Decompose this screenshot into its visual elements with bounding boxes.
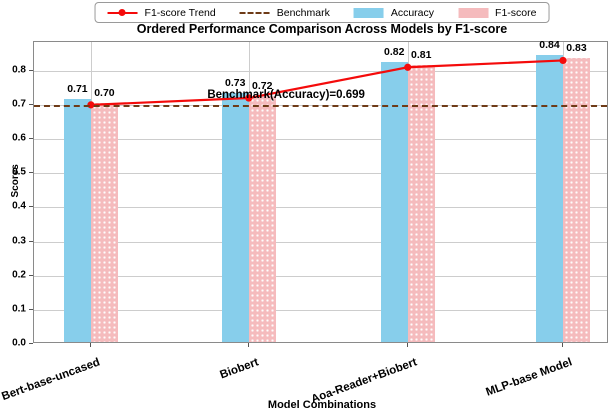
y-tick-mark [29, 274, 33, 276]
y-tick-label: 0.0 [12, 337, 26, 349]
legend-label: Accuracy [390, 6, 435, 19]
h-gridline [34, 275, 607, 277]
y-tick-mark [29, 308, 33, 310]
x-tick-mark [89, 343, 91, 347]
legend-item-f1score: F1-score [458, 7, 536, 19]
h-gridline [34, 309, 607, 311]
trend-marker-3 [559, 56, 567, 65]
y-tick-label: 0.1 [12, 303, 26, 315]
h-gridline [34, 139, 607, 141]
f1-swatch-icon [458, 7, 489, 18]
chart-title: Ordered Performance Comparison Across Mo… [136, 22, 508, 36]
y-tick-label: 0.4 [12, 200, 26, 212]
bar-accuracy-0 [63, 99, 91, 342]
dashed-line-icon [239, 11, 270, 14]
legend-item-f1-trend: F1-score Trend [107, 6, 216, 19]
bar-value-label: 0.70 [94, 86, 115, 99]
y-tick-mark [29, 206, 33, 208]
legend-label: Benchmark [276, 6, 330, 19]
trend-marker-2 [404, 63, 412, 71]
x-tick-mark [562, 343, 563, 347]
trend-line-icon [107, 8, 138, 17]
y-tick-label: 0.7 [12, 98, 26, 110]
bar-value-label: 0.84 [539, 39, 560, 52]
y-tick-mark [29, 69, 33, 71]
accuracy-swatch-icon [353, 7, 384, 18]
x-category-label: MLP-base Model [484, 356, 575, 399]
y-tick-mark [29, 240, 33, 242]
benchmark-line [34, 105, 607, 108]
bar-value-label: 0.72 [252, 80, 273, 93]
legend-label: F1-score Trend [144, 6, 216, 19]
y-tick-mark [29, 343, 33, 344]
y-tick-mark [29, 138, 33, 140]
y-tick-label: 0.5 [12, 166, 26, 178]
y-tick-label: 0.3 [12, 235, 26, 246]
legend-label: F1-score [495, 6, 537, 19]
bar-value-label: 0.82 [384, 45, 405, 58]
h-gridline [34, 70, 607, 72]
x-tick-mark [406, 343, 408, 347]
y-tick-label: 0.2 [12, 269, 26, 281]
x-tick-mark [247, 343, 249, 347]
bar-value-label: 0.83 [566, 42, 587, 55]
y-tick-mark [29, 172, 33, 174]
legend: F1-score Trend Benchmark Accuracy F1-sco… [94, 2, 550, 23]
bar-value-label: 0.73 [225, 76, 246, 89]
x-category-label: Bert-base-uncased [0, 356, 102, 404]
bar-f1-score-1 [248, 96, 276, 342]
f1-trend-line [87, 56, 567, 109]
bar-value-label: 0.81 [411, 49, 432, 62]
h-gridline [34, 241, 607, 243]
bar-accuracy-1 [221, 92, 249, 342]
bar-f1-score-0 [90, 102, 118, 342]
bar-accuracy-3 [536, 55, 563, 342]
x-category-label: Biobert [217, 356, 260, 382]
bar-value-label: 0.71 [67, 83, 88, 96]
benchmark-annotation: Benchmark(Accuracy)=0.699 [207, 89, 365, 102]
trend-marker-1 [245, 94, 253, 102]
y-tick-mark [29, 103, 33, 105]
h-gridline [34, 173, 607, 175]
x-axis-label: Model Combinations [267, 399, 377, 411]
plot-area: 0.71 0.73 0.82 0.84 0.70 0.72 0.81 0.83 Benchmar… [33, 39, 608, 343]
y-tick-label: 0.8 [12, 64, 26, 76]
bar-accuracy-2 [380, 61, 408, 342]
legend-item-accuracy: Accuracy [353, 6, 435, 19]
y-tick-label: 0.6 [12, 132, 26, 144]
h-gridline [34, 207, 607, 209]
legend-item-benchmark: Benchmark [239, 6, 330, 19]
bar-f1-score-2 [407, 65, 435, 342]
